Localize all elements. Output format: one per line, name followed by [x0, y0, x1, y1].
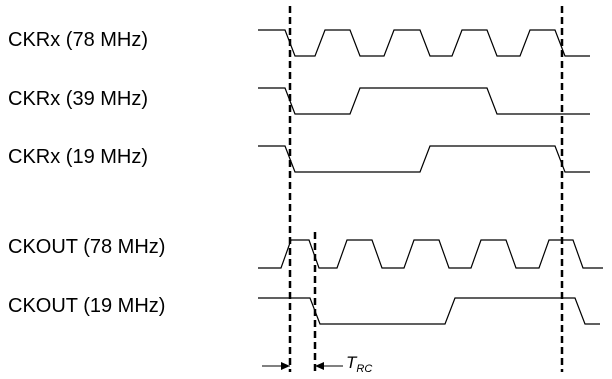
trc-dimension — [262, 362, 343, 370]
signal-label-ckout-19: CKOUT (19 MHz) — [8, 295, 165, 317]
waveform-ckout-78 — [258, 239, 603, 269]
waveform-ckrx-39 — [258, 87, 590, 115]
signal-label-ckrx-39: CKRx (39 MHz) — [8, 88, 148, 110]
trc-label: TRC — [346, 353, 372, 375]
waveform-ckrx-19 — [258, 145, 590, 173]
signal-label-ckrx-19: CKRx (19 MHz) — [8, 146, 148, 168]
signal-label-ckout-78: CKOUT (78 MHz) — [8, 236, 165, 258]
waveform-ckrx-78 — [258, 29, 590, 57]
signal-label-ckrx-78: CKRx (78 MHz) — [8, 29, 148, 51]
waveform-ckout-19 — [258, 297, 600, 325]
